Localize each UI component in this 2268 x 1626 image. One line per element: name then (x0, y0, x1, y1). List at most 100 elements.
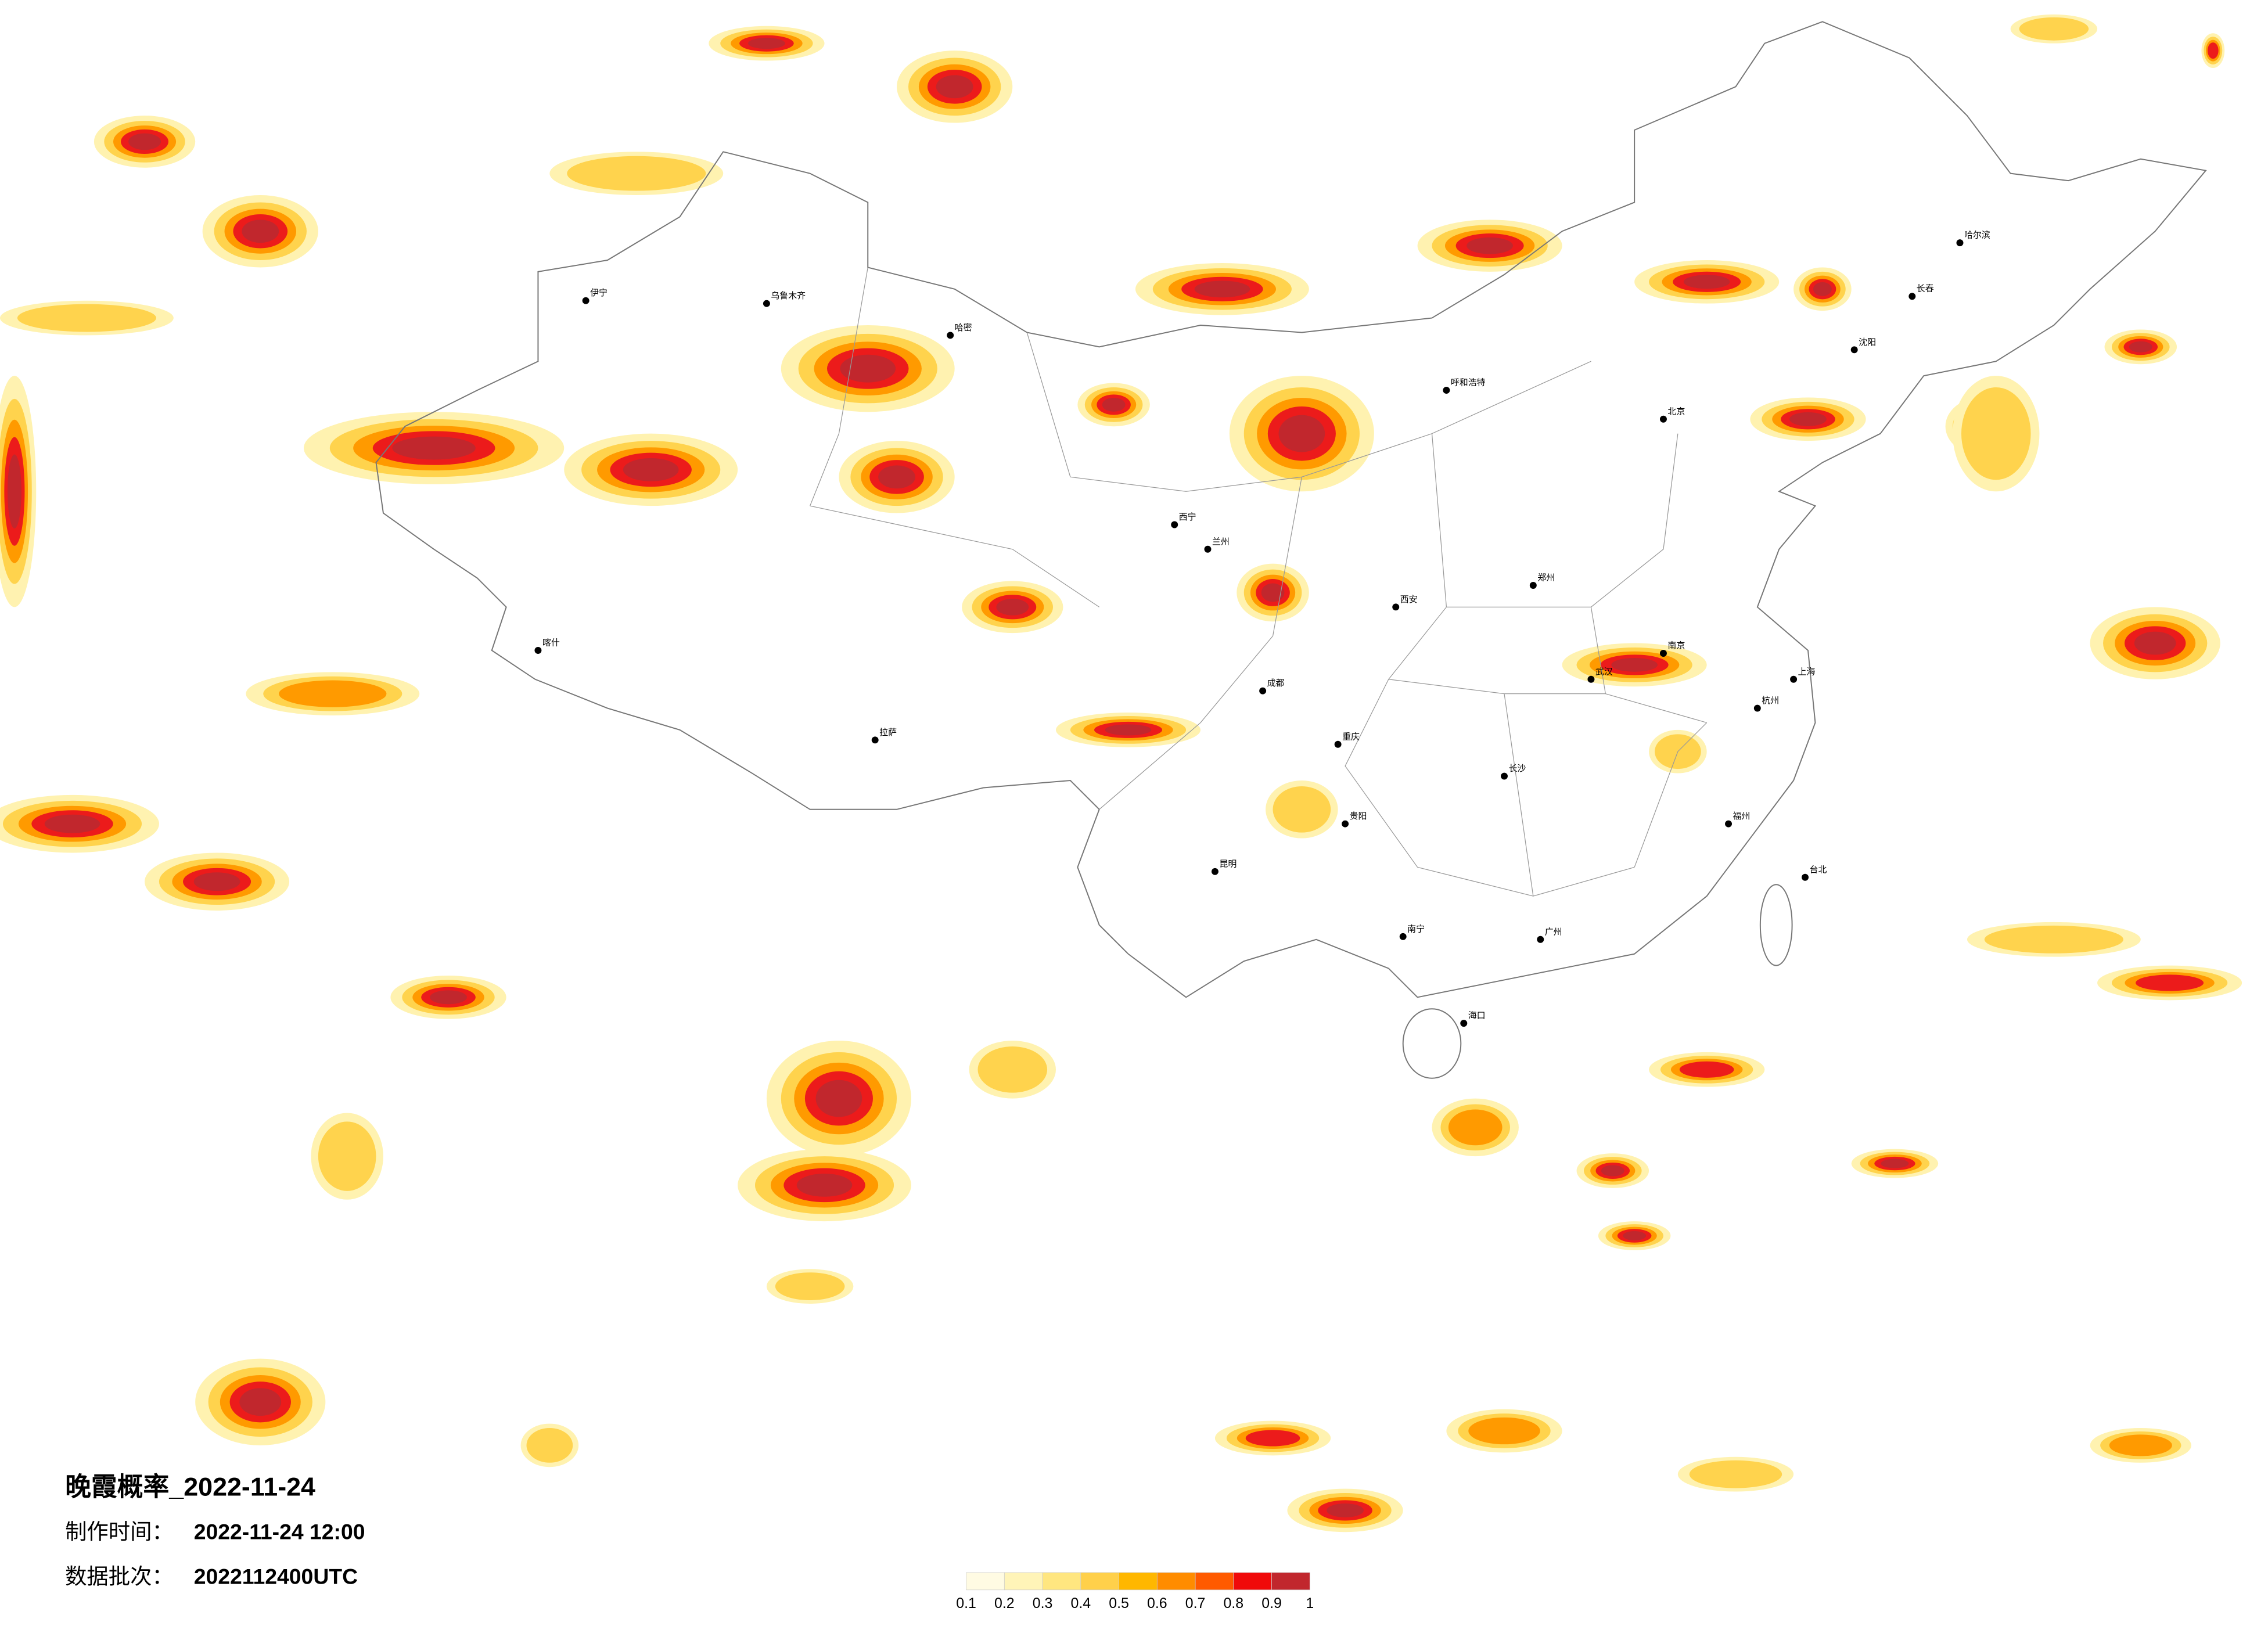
city-dot (1501, 772, 1508, 780)
heat-patch (1881, 1159, 1909, 1168)
heat-patch (977, 1046, 1048, 1093)
legend-tick-label: 1 (1306, 1595, 1314, 1611)
country-outline (375, 21, 2207, 998)
heat-patch (1102, 397, 1126, 412)
heat-patch (17, 304, 156, 332)
heat-patch (1813, 282, 1832, 296)
city-dot (1802, 873, 1809, 881)
city-label: 重庆 (1342, 732, 1360, 742)
legend-tick-label: 0.8 (1224, 1595, 1244, 1611)
heat-patch (526, 1428, 573, 1463)
city-dot (582, 297, 590, 304)
city-dot (1399, 933, 1407, 940)
heat-patch (1601, 1165, 1624, 1177)
heat-patch (878, 465, 915, 489)
city-dot (1342, 820, 1349, 828)
heat-patch (239, 1388, 282, 1416)
city-label: 乌鲁木齐 (771, 291, 806, 301)
heat-patch (318, 1121, 376, 1191)
heat-patch (840, 354, 896, 383)
city-dot (1392, 603, 1400, 611)
city-dot (1790, 675, 1798, 683)
heat-patch (1689, 1460, 1782, 1488)
legend-tick-label: 0.7 (1185, 1595, 1206, 1611)
heat-patch (1261, 583, 1285, 602)
city-label: 南宁 (1407, 924, 1425, 934)
heat-patch (623, 458, 679, 481)
heat-patch (1683, 275, 1730, 289)
city-label: 广州 (1545, 927, 1562, 937)
city-dot (1211, 868, 1219, 875)
legend-swatch (1004, 1572, 1043, 1591)
city-label: 杭州 (1762, 696, 1779, 706)
city-label: 北京 (1667, 406, 1685, 416)
legend-tick-label: 0.3 (1033, 1595, 1053, 1611)
heat-patch (1961, 387, 2031, 480)
legend-swatch (1156, 1572, 1196, 1591)
city-dot (534, 647, 542, 654)
city-label: 哈尔滨 (1964, 231, 1990, 240)
heat-patch (748, 38, 785, 49)
city-label: 福州 (1733, 811, 1750, 821)
heat-patch (193, 872, 240, 891)
legend-tick-label: 0.6 (1147, 1595, 1167, 1611)
heat-patch (279, 680, 387, 707)
heat-patch (996, 599, 1029, 616)
heat-patch (1467, 237, 1513, 254)
city-dot (1334, 740, 1342, 748)
heat-patch (796, 1173, 853, 1197)
heat-patch (815, 1080, 862, 1117)
heat-patch (1611, 657, 1658, 672)
heat-patch (1194, 280, 1250, 298)
city-label: 贵阳 (1350, 811, 1367, 821)
city-dot (1850, 346, 1858, 354)
city-label: 郑州 (1537, 573, 1555, 583)
heat-patch (1245, 1430, 1300, 1447)
heat-patch (1105, 724, 1152, 736)
island-outline (1759, 884, 1793, 966)
heat-patch (1623, 1231, 1647, 1240)
city-dot (1171, 521, 1178, 528)
heat-patch (128, 133, 161, 150)
legend-tick-label: 0.4 (1071, 1595, 1091, 1611)
city-dot (1529, 582, 1537, 589)
legend-tick-label: 0.9 (1261, 1595, 1282, 1611)
city-dot (1587, 675, 1595, 683)
heat-patch (242, 220, 279, 243)
city-label: 西宁 (1179, 512, 1196, 522)
island-outline (1402, 1008, 1462, 1079)
info-label: 数据批次： (65, 1564, 174, 1589)
legend: 0.1 0.2 0.3 0.4 0.5 0.6 0.7 0.8 0.9 1 (956, 1572, 1314, 1611)
heat-patch (392, 436, 476, 460)
heat-patch (2019, 17, 2089, 41)
city-dot (1460, 1020, 1468, 1027)
city-label: 哈密 (955, 323, 972, 333)
heat-patch (1278, 415, 1325, 452)
city-label: 兰州 (1212, 537, 1230, 546)
heat-patch (1327, 1503, 1364, 1517)
heat-patch (44, 814, 100, 833)
city-label: 沈阳 (1859, 337, 1876, 347)
city-dot (1443, 387, 1450, 394)
heat-patch (2134, 631, 2176, 655)
info-label: 制作时间： (65, 1520, 174, 1544)
city-label: 台北 (1809, 865, 1827, 875)
heat-patch (936, 75, 973, 99)
city-label: 呼和浩特 (1451, 377, 1486, 387)
city-label: 伊宁 (590, 288, 608, 298)
city-dot (1659, 650, 1667, 657)
legend-swatch (1042, 1572, 1081, 1591)
city-dot (871, 736, 879, 744)
heat-patch (1448, 1109, 1503, 1146)
heat-patch (2109, 1434, 2172, 1456)
heat-patch (7, 454, 21, 528)
city-label: 长春 (1917, 284, 1934, 294)
city-label: 成都 (1267, 678, 1285, 688)
heat-patch (1984, 925, 2123, 954)
legend-tick-label: 0.1 (956, 1595, 976, 1611)
city-dot (1753, 704, 1761, 712)
heat-patch (1468, 1417, 1540, 1445)
